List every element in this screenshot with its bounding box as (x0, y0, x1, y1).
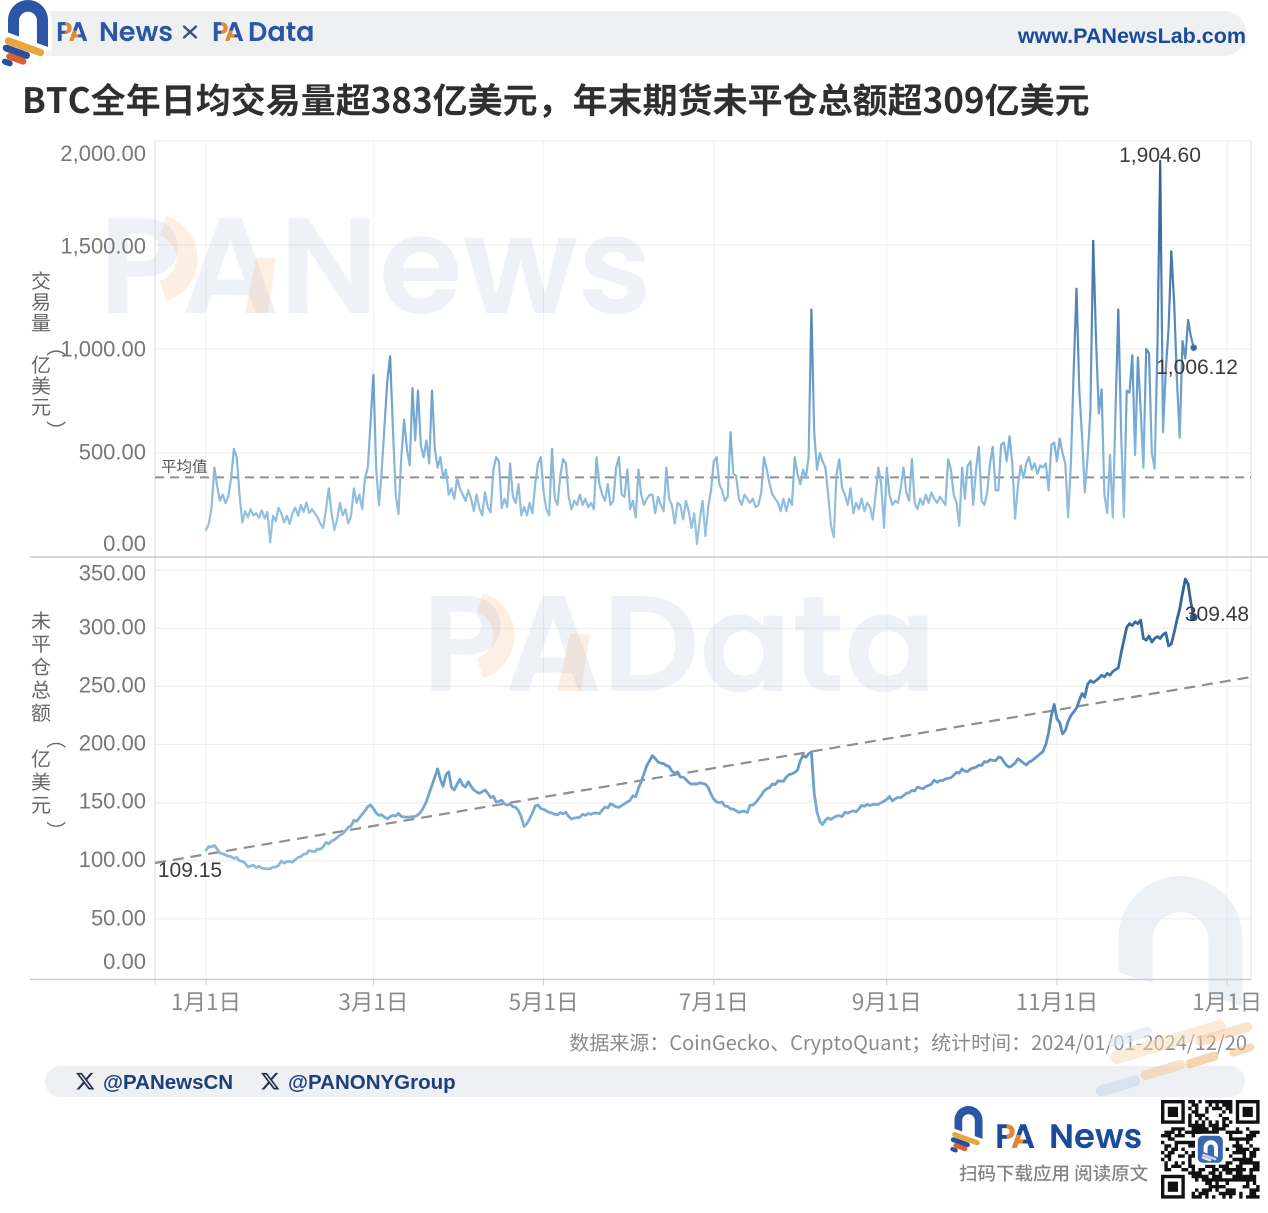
svg-text:109.15: 109.15 (158, 859, 222, 882)
svg-text:0.00: 0.00 (103, 949, 146, 974)
svg-text:2,000.00: 2,000.00 (60, 141, 146, 166)
svg-text:150.00: 150.00 (79, 789, 146, 814)
svg-text:1,500.00: 1,500.00 (60, 233, 146, 258)
svg-text:250.00: 250.00 (79, 673, 146, 698)
svg-text:100.00: 100.00 (79, 847, 146, 872)
svg-text:1,006.12: 1,006.12 (1156, 356, 1238, 379)
svg-text:300.00: 300.00 (79, 615, 146, 640)
svg-text:200.00: 200.00 (79, 731, 146, 756)
svg-text:@PANONYGroup: @PANONYGroup (288, 1071, 456, 1094)
svg-text:1,000.00: 1,000.00 (60, 337, 146, 362)
svg-text:500.00: 500.00 (79, 440, 146, 465)
svg-text:0.00: 0.00 (103, 531, 146, 556)
svg-text:1,904.60: 1,904.60 (1119, 144, 1201, 167)
svg-text:50.00: 50.00 (91, 906, 146, 931)
svg-text:www.PANewsLab.com: www.PANewsLab.com (1017, 24, 1246, 48)
svg-text:350.00: 350.00 (79, 561, 146, 586)
svg-text:309.48: 309.48 (1185, 603, 1249, 626)
svg-text:@PANewsCN: @PANewsCN (103, 1071, 233, 1094)
